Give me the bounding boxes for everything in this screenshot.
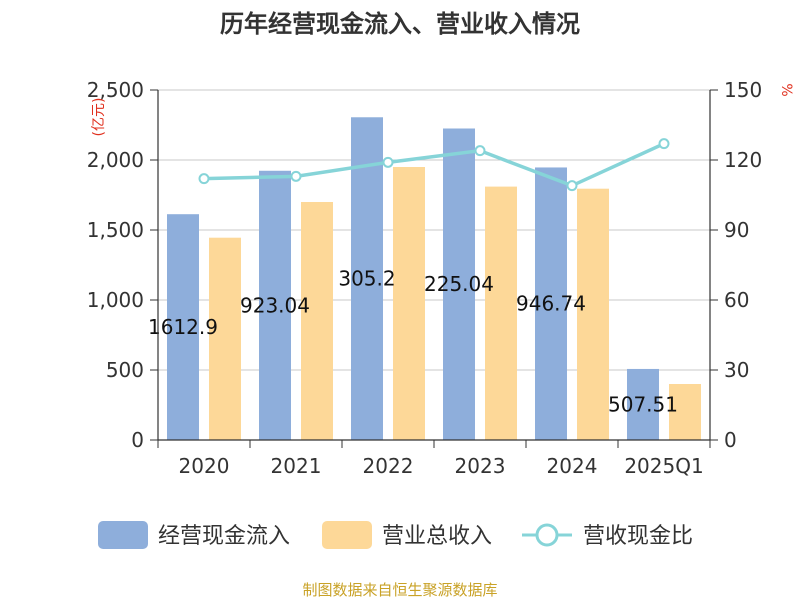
left-axis-tick-label: 2,500 <box>87 78 144 102</box>
data-label-cash-inflow: 1612.9 <box>148 315 218 339</box>
axes: 0 500 1,000 1,500 2,000 2,500 0 30 60 90 120 150 202… <box>87 78 762 478</box>
data-labels: 1612.9 923.04 305.2 225.04 946.74 507.51 <box>148 267 678 417</box>
x-axis-tick-label: 2021 <box>271 454 322 478</box>
x-axis-tick-label: 2024 <box>547 454 598 478</box>
left-axis-tick-label: 0 <box>131 428 144 452</box>
left-axis-tick-label: 500 <box>106 358 144 382</box>
bars <box>167 117 701 441</box>
right-axis-tick-label: 120 <box>724 148 762 172</box>
bar-revenue <box>577 188 609 440</box>
bar-revenue <box>393 167 425 440</box>
right-axis-tick-label: 0 <box>724 428 737 452</box>
data-label-cash-inflow: 946.74 <box>516 292 586 316</box>
x-axis-tick-label: 2025Q1 <box>624 454 703 478</box>
legend-swatch-cash-inflow <box>98 521 148 549</box>
source-note: 制图数据来自恒生聚源数据库 <box>302 581 497 599</box>
bar-cash-inflow <box>259 170 291 440</box>
left-axis-unit: (亿元) <box>91 98 107 137</box>
ratio-line <box>198 138 670 192</box>
right-axis-tick-label: 60 <box>724 288 749 312</box>
data-label-cash-inflow: 225.04 <box>424 272 494 296</box>
data-label-cash-inflow: 923.04 <box>240 293 310 317</box>
bar-cash-inflow <box>535 167 567 440</box>
x-axis-tick-label: 2023 <box>455 454 506 478</box>
legend-swatch-ratio-marker <box>535 523 559 547</box>
right-axis-tick-label: 30 <box>724 358 749 382</box>
data-label-cash-inflow: 305.2 <box>338 267 395 291</box>
left-axis-tick-label: 1,500 <box>87 218 144 242</box>
ratio-point <box>474 145 486 157</box>
x-axis-tick-label: 2022 <box>363 454 414 478</box>
chart-title: 历年经营现金流入、营业收入情况 <box>220 10 580 38</box>
bar-cash-inflow <box>443 128 475 441</box>
right-axis-tick-label: 150 <box>724 78 762 102</box>
legend-label-cash-inflow: 经营现金流入 <box>158 524 290 549</box>
bar-cash-inflow <box>167 214 199 440</box>
legend: 经营现金流入 营业总收入 营收现金比 <box>98 521 693 549</box>
legend-swatch-revenue <box>322 521 372 549</box>
ratio-point <box>382 156 394 168</box>
x-axis-tick-label: 2020 <box>179 454 230 478</box>
right-axis-tick-label: 90 <box>724 218 749 242</box>
left-axis-tick-label: 2,000 <box>87 148 144 172</box>
legend-label-ratio: 营收现金比 <box>583 524 693 549</box>
bar-revenue <box>669 384 701 440</box>
data-label-cash-inflow: 507.51 <box>608 392 678 416</box>
bar-revenue <box>485 186 517 440</box>
bar-revenue <box>301 202 333 440</box>
bar-cash-inflow <box>351 117 383 440</box>
left-axis-tick-label: 1,000 <box>87 288 144 312</box>
ratio-point <box>198 173 210 185</box>
bar-cash-inflow <box>627 368 659 440</box>
ratio-line-path <box>203 142 665 188</box>
bar-revenue <box>209 237 241 440</box>
ratio-point <box>566 180 578 192</box>
grid-lines <box>158 89 710 371</box>
ratio-point <box>658 138 670 150</box>
ratio-point <box>290 170 302 182</box>
right-axis-unit: % <box>778 83 794 96</box>
legend-label-revenue: 营业总收入 <box>382 524 492 549</box>
